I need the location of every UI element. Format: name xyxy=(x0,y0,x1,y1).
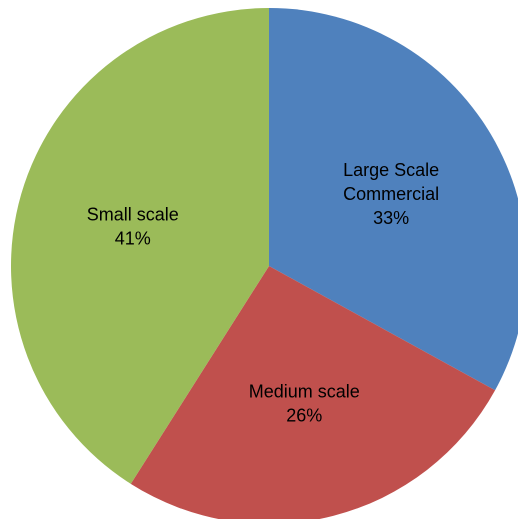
pie-slices xyxy=(10,8,518,519)
pie-slice-category: Commercial xyxy=(343,184,439,204)
pie-slice-percent: 41% xyxy=(115,228,151,248)
pie-slice-label-1: Medium scale 26% xyxy=(249,381,360,425)
pie-slice-category: Small scale xyxy=(87,204,179,224)
pie-slice-percent: 33% xyxy=(373,208,409,228)
pie-slice-percent: 26% xyxy=(286,405,322,425)
pie-slice-2 xyxy=(10,8,269,484)
pie-slice-category: Medium scale xyxy=(249,381,360,401)
pie-slice-label-0: Large Scale Commercial 33% xyxy=(343,160,439,228)
pie-labels: Large Scale Commercial 33% Medium scale 26% S… xyxy=(87,160,439,426)
pie-slice-0 xyxy=(269,8,518,391)
pie-slice-category: Large Scale xyxy=(343,160,439,180)
pie-slice-label-2: Small scale 41% xyxy=(87,204,179,248)
pie-slice-1 xyxy=(130,266,496,519)
